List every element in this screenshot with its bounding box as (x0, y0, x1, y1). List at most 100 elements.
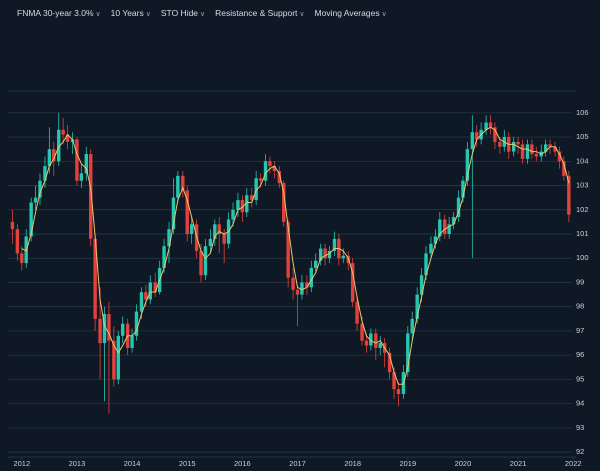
candle-body (134, 311, 139, 336)
candle-body (465, 149, 470, 181)
candle-body (107, 313, 111, 341)
x-tick-label: 2014 (124, 459, 141, 468)
candle-body (245, 195, 249, 213)
candle-body (181, 175, 185, 191)
menu-item[interactable]: FNMA 30-year 3.0% ∨ (17, 8, 101, 18)
candle-body (199, 250, 203, 276)
y-tick-label: 97 (576, 326, 584, 335)
candle-body (419, 275, 424, 295)
y-tick-label: 106 (576, 108, 589, 117)
candle-body (355, 301, 359, 324)
candle-body (350, 263, 355, 302)
menu-label: Moving Averages (314, 8, 380, 18)
x-tick-label: 2017 (289, 459, 306, 468)
candle-body (203, 246, 208, 276)
menu-item[interactable]: Moving Averages ∨ (314, 8, 387, 18)
candle-body (291, 277, 295, 290)
candle-body (20, 253, 24, 264)
menu-label: Resistance & Support (215, 8, 298, 18)
x-tick-label: 2012 (13, 459, 30, 468)
candle-body (378, 343, 382, 348)
y-tick-label: 100 (576, 253, 589, 262)
candle-body (470, 132, 475, 150)
candle-body (498, 141, 502, 147)
candle-body (153, 282, 157, 293)
candle-body (562, 161, 566, 176)
candle-body (516, 141, 520, 145)
candle-body (282, 183, 286, 222)
candle-body (543, 144, 548, 152)
candle-body (387, 352, 392, 373)
candle-body (75, 139, 79, 181)
candle-body (309, 267, 314, 288)
candle-body (15, 229, 20, 254)
candle-body (268, 161, 272, 167)
candle-body (43, 166, 47, 181)
candle-body (121, 323, 125, 336)
candle-body (231, 209, 235, 220)
menu-item[interactable]: 10 Years ∨ (110, 8, 151, 18)
candle-body (148, 282, 152, 300)
candle-body (139, 292, 144, 312)
candle-body (415, 294, 419, 319)
candle-body (65, 134, 70, 142)
candle-body (112, 340, 116, 380)
candle-body (493, 127, 497, 142)
x-tick-label: 2016 (234, 459, 251, 468)
candle-body (217, 224, 221, 235)
candle-body (102, 313, 107, 344)
candle-body (553, 146, 557, 152)
candle-body (272, 166, 277, 171)
candle-body (29, 202, 33, 237)
candle-body (250, 195, 254, 201)
toolbar: FNMA 30-year 3.0% ∨ 10 Years ∨ STO Hide ∨ R… (17, 8, 387, 18)
candle-body (171, 197, 176, 230)
candle-body (176, 175, 180, 198)
candle-body (374, 333, 378, 348)
candle-body (116, 335, 120, 380)
menu-item[interactable]: Resistance & Support ∨ (215, 8, 305, 18)
candle-body (525, 144, 530, 159)
candle-body (57, 129, 61, 162)
candle-body (461, 180, 465, 198)
candle-body (369, 333, 373, 346)
candle-body (323, 248, 327, 259)
candle-body (327, 250, 332, 259)
candle-body (488, 122, 493, 128)
candle-body (406, 333, 410, 373)
candle-body (305, 282, 309, 288)
y-tick-label: 93 (576, 423, 584, 432)
menu-label: STO Hide (160, 8, 199, 18)
x-tick-label: 2022 (565, 459, 582, 468)
candle-body (433, 236, 438, 244)
x-tick-label: 2013 (69, 459, 86, 468)
candle-body (295, 289, 300, 295)
y-tick-label: 95 (576, 374, 584, 383)
candle-body (332, 238, 337, 251)
menu-label: 10 Years (110, 8, 144, 18)
y-tick-label: 103 (576, 181, 589, 190)
candle-body (254, 178, 258, 201)
y-tick-label: 104 (576, 156, 589, 165)
candle-body (429, 243, 433, 254)
y-tick-label: 96 (576, 350, 584, 359)
y-tick-label: 99 (576, 277, 584, 286)
candle-body (451, 217, 456, 225)
candle-body (475, 132, 479, 140)
candle-body (98, 318, 102, 344)
candle-body (258, 178, 263, 181)
candle-body (456, 197, 461, 218)
candle-body (447, 224, 451, 235)
candle-body (364, 340, 369, 346)
x-tick-label: 2015 (179, 459, 196, 468)
candle-body (548, 144, 552, 147)
candle-body (314, 260, 318, 268)
candle-body (47, 149, 52, 167)
menu-item[interactable]: STO Hide ∨ (160, 8, 206, 18)
candle-body (162, 246, 166, 268)
candle-body (318, 248, 323, 261)
candle-body (93, 238, 97, 319)
candle-body (360, 323, 364, 341)
candle-body (443, 219, 447, 235)
